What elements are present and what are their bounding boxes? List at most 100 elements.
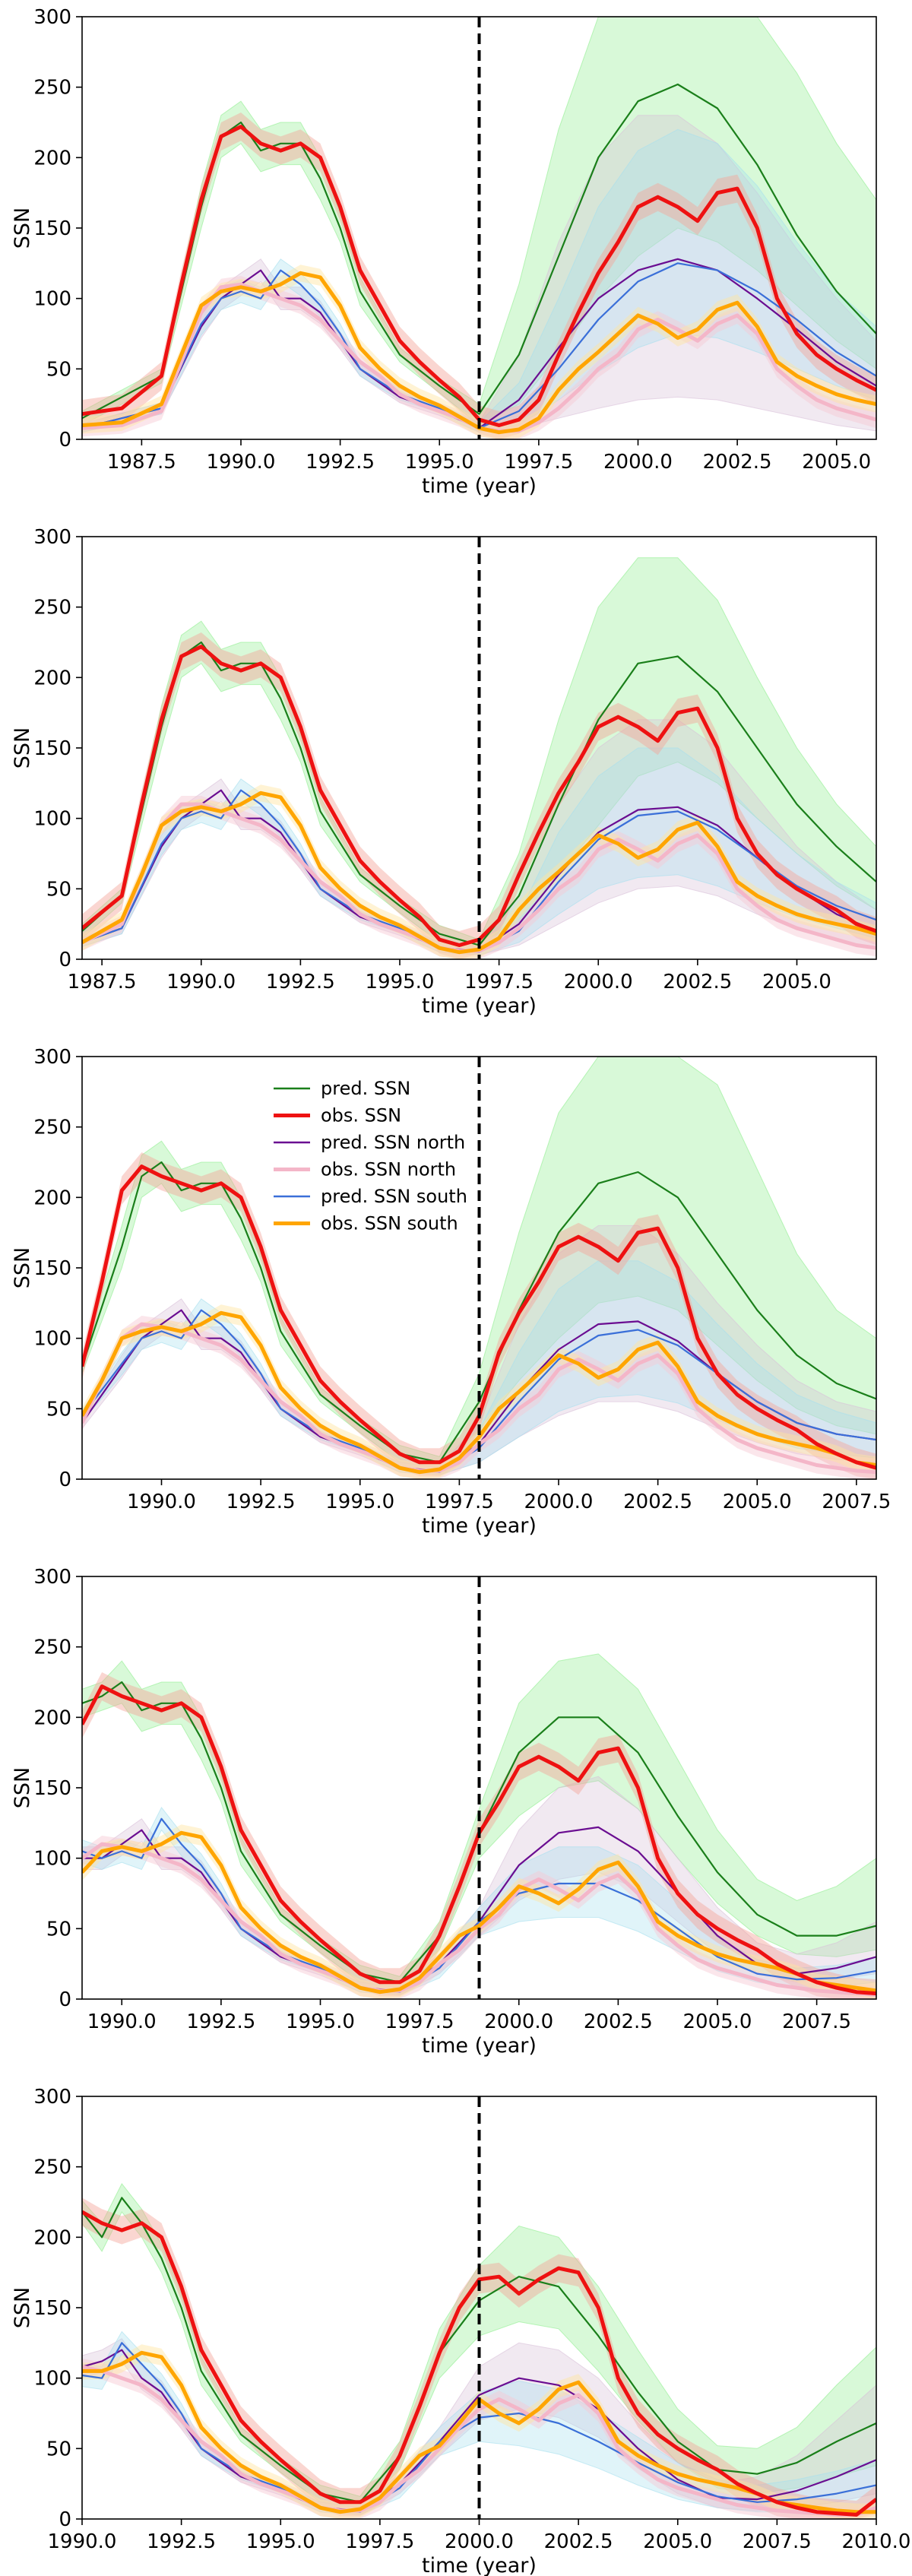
- x-tick-label: 2002.5: [663, 971, 732, 993]
- pred-ssn-line: [82, 83, 876, 420]
- obs-south-line: [82, 271, 876, 435]
- y-tick-label: 100: [33, 808, 71, 831]
- x-tick-label: 1997.5: [464, 971, 534, 993]
- legend-label-obs-north: obs. SSN north: [321, 1159, 456, 1180]
- x-tick-label: 1997.5: [345, 2530, 414, 2553]
- y-tick-label: 50: [46, 1918, 71, 1941]
- y-tick-label: 200: [33, 1706, 71, 1729]
- x-tick-label: 2002.5: [584, 2010, 653, 2033]
- x-tick-label: 1990.0: [87, 2010, 157, 2033]
- x-tick-label: 2005.0: [802, 451, 871, 474]
- obs-north-line: [82, 802, 876, 953]
- x-tick-label: 1995.0: [325, 1491, 394, 1513]
- obs-ssn-uncertainty: [82, 112, 876, 439]
- x-tick-label: 1997.5: [504, 451, 573, 474]
- y-tick-label: 250: [33, 1637, 71, 1659]
- x-tick-label: 1990.0: [166, 971, 236, 993]
- y-tick-label: 250: [33, 1117, 71, 1139]
- obs-ssn-line: [82, 2210, 876, 2517]
- y-tick-label: 50: [46, 1398, 71, 1421]
- pred-north-band: [82, 719, 876, 955]
- legend-label-pred-south: pred. SSN south: [321, 1186, 467, 1207]
- y-tick-label: 50: [46, 878, 71, 901]
- legend-label-obs-south: obs. SSN south: [321, 1213, 458, 1234]
- x-tick-label: 1990.0: [127, 1491, 196, 1513]
- y-tick-label: 300: [33, 6, 71, 29]
- y-tick-label: 300: [33, 2086, 71, 2109]
- y-tick-label: 150: [33, 1257, 71, 1280]
- y-tick-label: 200: [33, 667, 71, 689]
- y-axis-label: SSN: [11, 1247, 34, 1288]
- x-tick-label: 1992.5: [186, 2010, 255, 2033]
- x-tick-label: 1992.5: [147, 2530, 216, 2553]
- pred-south-line: [82, 262, 876, 429]
- y-tick-label: 100: [33, 2368, 71, 2391]
- x-tick-label: 2005.0: [723, 1491, 792, 1513]
- chart-panel-4: 0 50 100 150 200 250 300 1990.0 1992.5 1995.0 1997…: [11, 1566, 877, 2058]
- y-tick-label: 200: [33, 2226, 71, 2249]
- x-tick-label: 2007.5: [743, 2530, 812, 2553]
- x-tick-label: 2000.0: [484, 2010, 553, 2033]
- y-tick-label: 0: [59, 2508, 71, 2531]
- x-tick-label: 2005.0: [643, 2530, 712, 2553]
- x-tick-label: 1995.0: [286, 2010, 355, 2033]
- chart-panel-1: 0 50 100 150 200 250 300 1987.5 1990.0 1992.5 1995…: [11, 6, 877, 498]
- x-tick-label: 2007.5: [822, 1491, 891, 1513]
- x-tick-label: 2010.0: [842, 2530, 911, 2553]
- y-tick-label: 0: [59, 429, 71, 452]
- x-tick-label: 1992.5: [266, 971, 335, 993]
- x-tick-label: 1992.5: [226, 1491, 296, 1513]
- obs-south-line: [82, 1830, 876, 1995]
- y-tick-label: 150: [33, 737, 71, 760]
- x-tick-label: 1997.5: [385, 2010, 454, 2033]
- x-axis-label: time (year): [422, 2034, 537, 2058]
- obs-south-uncertainty: [82, 1824, 876, 1999]
- x-tick-label: 1997.5: [425, 1491, 494, 1513]
- plot-area: [82, 17, 876, 439]
- x-tick-label: 1995.0: [366, 971, 435, 993]
- obs-north-uncertainty: [82, 1836, 876, 1999]
- y-tick-label: 150: [33, 1777, 71, 1800]
- y-tick-label: 0: [59, 1469, 71, 1491]
- x-tick-label: 2000.0: [445, 2530, 514, 2553]
- y-axis-label: SSN: [11, 1767, 34, 1808]
- x-tick-label: 2000.0: [524, 1491, 594, 1513]
- pred-north-band: [82, 1225, 876, 1475]
- pred-ssn-band: [82, 1057, 876, 1469]
- x-tick-label: 1990.0: [207, 451, 276, 474]
- x-axis-label: time (year): [422, 1514, 537, 1538]
- y-tick-label: 50: [46, 358, 71, 381]
- legend: pred. SSN obs. SSN pred. SSN north obs. SSN…: [274, 1078, 467, 1234]
- plot-area: [82, 557, 876, 959]
- y-tick-label: 200: [33, 1187, 71, 1209]
- y-axis-label: SSN: [11, 727, 34, 768]
- x-tick-label: 1987.5: [68, 971, 137, 993]
- x-tick-label: 2000.0: [564, 971, 633, 993]
- y-tick-label: 300: [33, 1566, 71, 1589]
- pred-south-line: [82, 2342, 876, 2513]
- pred-south-line: [82, 789, 876, 953]
- x-axis-label: time (year): [422, 994, 537, 1018]
- y-axis-label: SSN: [11, 208, 34, 249]
- obs-ssn-uncertainty: [82, 2197, 876, 2519]
- x-tick-label: 2002.5: [544, 2530, 613, 2553]
- obs-ssn-line: [82, 125, 876, 427]
- y-tick-label: 0: [59, 949, 71, 971]
- legend-label-pred-ssn: pred. SSN: [321, 1078, 410, 1099]
- x-tick-label: 1995.0: [246, 2530, 315, 2553]
- x-tick-label: 2007.5: [782, 2010, 851, 2033]
- obs-ssn-line: [82, 645, 876, 947]
- obs-south-line: [82, 1310, 876, 1475]
- y-tick-label: 50: [46, 2438, 71, 2460]
- chart-panel-3: 0 50 100 150 200 250 300 1990.0 1992.5 1995.0 1997…: [11, 1046, 891, 1538]
- y-tick-label: 100: [33, 1328, 71, 1351]
- y-tick-label: 250: [33, 597, 71, 619]
- chart-panel-2: 0 50 100 150 200 250 300 1987.5 1990.0 1992.5 1995…: [11, 526, 877, 1018]
- x-axis-label: time (year): [422, 474, 537, 498]
- y-tick-label: 100: [33, 288, 71, 311]
- obs-north-uncertainty: [82, 796, 876, 959]
- y-axis-label: SSN: [11, 2287, 34, 2328]
- x-tick-label: 2005.0: [762, 971, 831, 993]
- legend-label-pred-north: pred. SSN north: [321, 1132, 465, 1153]
